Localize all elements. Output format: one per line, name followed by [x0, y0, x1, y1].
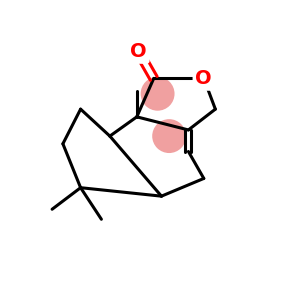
Circle shape	[152, 119, 186, 153]
Circle shape	[141, 77, 175, 111]
Text: O: O	[196, 69, 212, 88]
Text: O: O	[130, 42, 147, 61]
